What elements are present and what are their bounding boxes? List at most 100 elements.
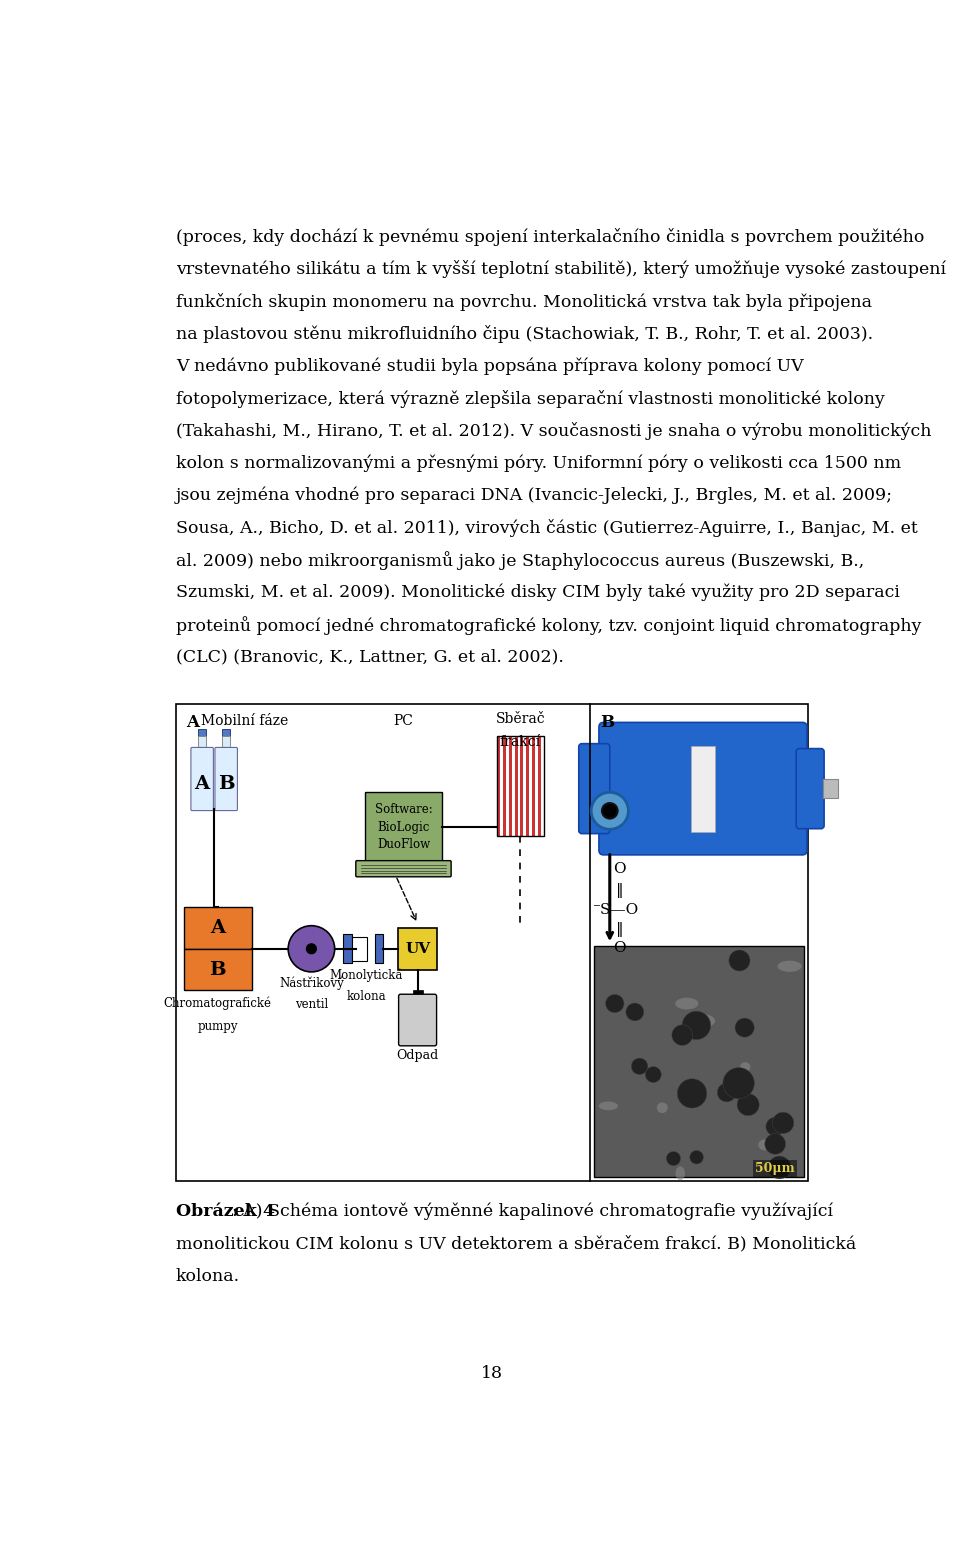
- Text: UV: UV: [405, 942, 430, 956]
- Bar: [183, 907, 252, 948]
- Text: na plastovou stěnu mikrofluidního čipu (Stachowiak, T. B., Rohr, T. et al. 2003): na plastovou stěnu mikrofluidního čipu (…: [176, 324, 873, 343]
- Text: Szumski, M. et al. 2009). Monolitické disky CIM byly také využity pro 2D separac: Szumski, M. et al. 2009). Monolitické di…: [176, 584, 900, 602]
- Bar: [503, 736, 506, 837]
- Bar: [183, 948, 252, 990]
- Bar: [517, 736, 520, 837]
- Text: B: B: [600, 715, 614, 730]
- Bar: [365, 793, 443, 862]
- Text: A: A: [195, 774, 209, 793]
- Text: ventil: ventil: [295, 998, 328, 1011]
- Text: : A) Schéma iontově výměnné kapalinové chromatografie využívající: : A) Schéma iontově výměnné kapalinové c…: [232, 1203, 833, 1221]
- Circle shape: [645, 1067, 661, 1083]
- Text: DuoFlow: DuoFlow: [377, 838, 430, 851]
- Text: B: B: [218, 774, 234, 793]
- Text: Chromatografické: Chromatografické: [163, 997, 272, 1011]
- Bar: [413, 990, 422, 998]
- Ellipse shape: [675, 998, 699, 1009]
- Text: vrstevnatého silikátu a tím k vyšší teplotní stabilitě), který umožňuje vysoké z: vrstevnatého silikátu a tím k vyšší tepl…: [176, 260, 946, 279]
- Text: funkčních skupin monomeru na povrchu. Monolitická vrstva tak byla připojena: funkčních skupin monomeru na povrchu. Mo…: [176, 293, 872, 310]
- Bar: [509, 736, 512, 837]
- Text: (CLC) (Branovic, K., Lattner, G. et al. 2002).: (CLC) (Branovic, K., Lattner, G. et al. …: [176, 649, 564, 666]
- Circle shape: [606, 995, 624, 1012]
- Bar: [823, 779, 838, 799]
- FancyBboxPatch shape: [599, 722, 807, 856]
- Text: A: A: [186, 715, 199, 730]
- Circle shape: [306, 943, 317, 954]
- Text: fotopolymerizace, která výrazně zlepšila separační vlastnosti monolitické kolony: fotopolymerizace, která výrazně zlepšila…: [176, 390, 885, 407]
- Bar: [690, 746, 715, 832]
- FancyBboxPatch shape: [579, 744, 610, 834]
- Ellipse shape: [740, 1062, 751, 1072]
- Bar: [526, 736, 529, 837]
- Circle shape: [737, 1094, 759, 1116]
- Text: Obrázek 4: Obrázek 4: [176, 1203, 275, 1219]
- Bar: [344, 934, 351, 964]
- Text: Nástřikový: Nástřikový: [279, 976, 344, 990]
- Circle shape: [602, 802, 617, 818]
- Bar: [512, 736, 515, 837]
- Bar: [535, 736, 538, 837]
- Circle shape: [666, 1152, 681, 1166]
- Circle shape: [690, 1150, 704, 1164]
- FancyBboxPatch shape: [398, 993, 437, 1045]
- Bar: [497, 736, 500, 837]
- Circle shape: [591, 793, 629, 829]
- Bar: [351, 937, 367, 961]
- Text: kolona: kolona: [347, 990, 386, 1003]
- Ellipse shape: [676, 1166, 685, 1180]
- Text: A: A: [210, 918, 226, 937]
- Circle shape: [632, 1058, 648, 1075]
- Text: monolitickou CIM kolonu s UV detektorem a sběračem frakcí. B) Monolitická: monolitickou CIM kolonu s UV detektorem …: [176, 1235, 856, 1252]
- Bar: [594, 946, 804, 1177]
- Ellipse shape: [599, 1102, 618, 1109]
- Text: Mobilní fáze: Mobilní fáze: [201, 715, 288, 729]
- Text: 18: 18: [481, 1365, 503, 1382]
- Text: proteinů pomocí jedné chromatografické kolony, tzv. conjoint liquid chromatograp: proteinů pomocí jedné chromatografické k…: [176, 616, 922, 635]
- Text: Monolytická: Monolytická: [329, 968, 403, 981]
- Text: kolona.: kolona.: [176, 1268, 240, 1285]
- Bar: [199, 729, 206, 736]
- Text: ⁻S—O: ⁻S—O: [593, 903, 639, 917]
- Circle shape: [677, 1078, 707, 1108]
- FancyBboxPatch shape: [356, 860, 451, 878]
- Text: B: B: [209, 961, 226, 978]
- Bar: [500, 736, 503, 837]
- Text: pumpy: pumpy: [198, 1020, 238, 1033]
- Text: al. 2009) nebo mikroorganismů jako je Staphylococcus aureus (Buszewski, B.,: al. 2009) nebo mikroorganismů jako je St…: [176, 552, 864, 570]
- Circle shape: [723, 1067, 755, 1098]
- Text: jsou zejména vhodné pro separaci DNA (Ivancic-Jelecki, J., Brgles, M. et al. 200: jsou zejména vhodné pro separaci DNA (Iv…: [176, 487, 893, 505]
- Circle shape: [729, 950, 750, 972]
- Bar: [398, 928, 437, 970]
- Text: O: O: [613, 862, 626, 876]
- FancyBboxPatch shape: [215, 747, 237, 810]
- Circle shape: [672, 1025, 692, 1045]
- Text: kolon s normalizovanými a přesnými póry. Uniformní póry o velikosti cca 1500 nm: kolon s normalizovanými a přesnými póry.…: [176, 454, 900, 472]
- Text: BioLogic: BioLogic: [377, 821, 430, 834]
- Text: V nedávno publikované studii byla popsána příprava kolony pomocí UV: V nedávno publikované studii byla popsán…: [176, 357, 804, 375]
- Bar: [374, 934, 383, 964]
- Text: Sběrač: Sběrač: [495, 711, 545, 726]
- Text: frakcí: frakcí: [500, 735, 541, 749]
- Text: (proces, kdy dochází k pevnému spojení interkalačního činidla s povrchem použité: (proces, kdy dochází k pevnému spojení i…: [176, 229, 924, 246]
- Bar: [529, 736, 532, 837]
- Text: 50μm: 50μm: [756, 1163, 795, 1175]
- Circle shape: [766, 1117, 784, 1136]
- Ellipse shape: [657, 1103, 668, 1113]
- Bar: [520, 736, 523, 837]
- Text: O: O: [613, 942, 626, 956]
- Text: ‖: ‖: [615, 884, 623, 898]
- Text: (Takahashi, M., Hirano, T. et al. 2012). V současnosti je snaha o výrobu monolit: (Takahashi, M., Hirano, T. et al. 2012).…: [176, 422, 931, 440]
- FancyBboxPatch shape: [191, 747, 213, 810]
- Bar: [540, 736, 543, 837]
- Bar: [515, 736, 517, 837]
- Text: PC: PC: [394, 715, 414, 729]
- Ellipse shape: [778, 961, 802, 972]
- Bar: [222, 736, 230, 749]
- Circle shape: [765, 1133, 785, 1155]
- Circle shape: [682, 1011, 710, 1039]
- Circle shape: [717, 1083, 736, 1102]
- Bar: [176, 704, 808, 1182]
- Bar: [223, 729, 230, 736]
- Bar: [532, 736, 535, 837]
- Text: Sousa, A., Bicho, D. et al. 2011), virových částic (Gutierrez-Aguirre, I., Banja: Sousa, A., Bicho, D. et al. 2011), virov…: [176, 519, 918, 537]
